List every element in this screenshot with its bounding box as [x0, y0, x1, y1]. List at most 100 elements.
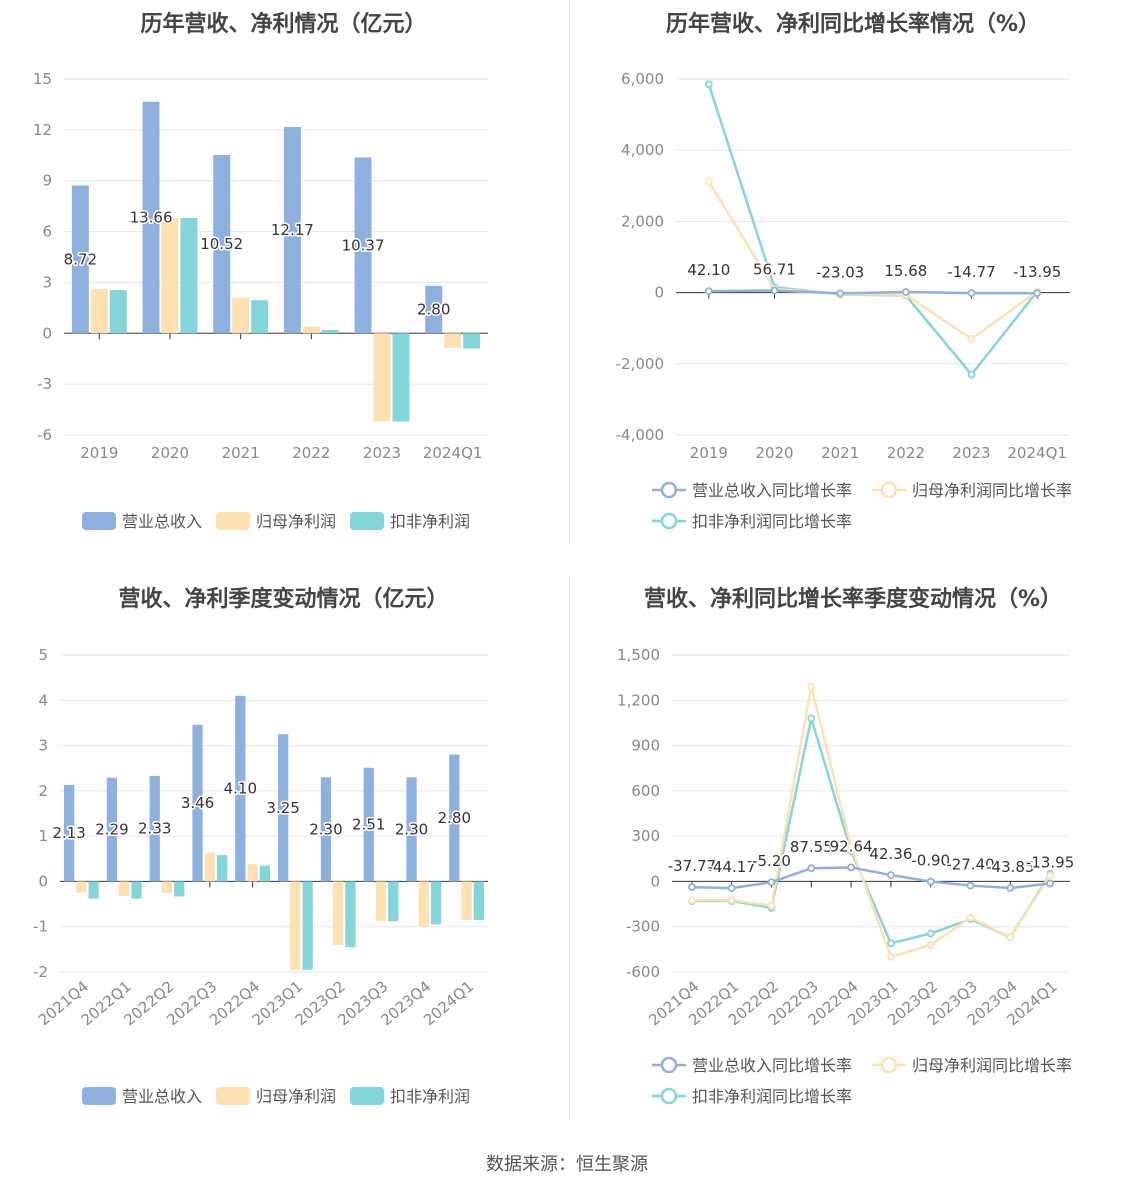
panel-quarterly-growth: 营收、净利同比增长率季度变动情况（%） 1,500 1,200 900 600 300 0…	[572, 575, 1134, 1120]
bar-net_profit	[119, 881, 130, 896]
point-revenue	[727, 884, 736, 892]
bar-deducted_profit	[302, 881, 313, 970]
line-deducted_profit	[691, 718, 1052, 945]
data-label: -0.90	[911, 852, 950, 870]
vertical-divider-bottom	[569, 575, 570, 1120]
point-revenue	[1046, 879, 1055, 888]
bar-revenue	[354, 157, 372, 334]
bar-revenue	[320, 777, 332, 882]
legend-label: 归母净利润同比增长率	[912, 481, 1072, 500]
bar-deducted_profit	[216, 855, 228, 882]
data-label: 2.30	[309, 820, 342, 838]
data-label: 2.13	[52, 824, 85, 842]
point-net_profit	[1046, 871, 1055, 880]
bar-net_profit	[247, 864, 258, 882]
y-tick-label: -3	[37, 375, 52, 393]
point-net_profit	[704, 177, 713, 186]
legend-label: 归母净利润	[256, 1087, 336, 1106]
point-net_profit	[886, 953, 895, 961]
point-net_profit	[727, 896, 736, 905]
y-tick-label: -6	[37, 426, 52, 444]
data-label: 13.66	[130, 209, 173, 227]
bar-net_profit	[161, 218, 179, 334]
bar-net_profit	[161, 881, 173, 893]
bar-net_profit	[232, 297, 250, 334]
data-label: 2.29	[95, 821, 128, 839]
annual-amount-chart: 15 12 9 6 3 0 -3 -6 2019 2020 2021 2022 2023 2024Q1 8.…	[33, 70, 488, 531]
y-tick-label: 600	[631, 782, 660, 800]
data-label: 3.46	[181, 794, 214, 812]
point-net_profit	[688, 896, 696, 905]
y-tick-label: 1,500	[617, 646, 660, 664]
bar-deducted_profit	[388, 881, 399, 922]
data-label: 10.52	[200, 235, 243, 253]
y-tick-label: 4	[38, 691, 48, 709]
data-label: 4.10	[224, 780, 257, 798]
point-deducted_profit	[967, 370, 976, 379]
legend-label: 营业总收入同比增长率	[692, 481, 852, 500]
x-tick-label: 2020	[755, 444, 793, 462]
bar-net_profit	[290, 881, 301, 970]
point-net_profit	[967, 334, 976, 343]
chart-title: 营收、净利季度变动情况（亿元）	[118, 587, 449, 612]
bar-deducted_profit	[88, 881, 99, 899]
bar-revenue	[192, 724, 203, 882]
y-tick-label: -600	[626, 963, 660, 981]
legend-marker-deducted_profit	[660, 1087, 678, 1105]
panel-annual-amount: 历年营收、净利情况（亿元） 15 12 9 6 3 0 -3 -6 2019 2020 2021 20…	[0, 0, 567, 545]
chart-title: 历年营收、净利同比增长率情况（%）	[665, 12, 1041, 37]
y-tick-label: 9	[42, 172, 52, 190]
bar-revenue	[142, 101, 160, 334]
legend-swatch-deducted_profit	[350, 1087, 384, 1105]
point-net_profit	[807, 682, 816, 691]
point-revenue	[807, 864, 816, 873]
x-tick-label: 2021	[821, 444, 859, 462]
bar-revenue	[363, 767, 374, 882]
y-tick-label: -1	[33, 918, 48, 936]
data-label: -43.85	[986, 858, 1034, 876]
point-net_profit	[966, 913, 975, 922]
data-label: 10.37	[342, 236, 385, 254]
bar-revenue	[63, 784, 75, 882]
data-label: -37.77	[668, 857, 716, 875]
y-tick-label: -2	[33, 963, 48, 981]
y-tick-label: 3	[42, 273, 52, 291]
point-net_profit	[926, 940, 935, 949]
annual-growth-chart: 6,000 4,000 2,000 0 -2,000 -4,000 2019 2020 2021…	[616, 70, 1072, 531]
legend-swatch-revenue	[82, 512, 116, 530]
point-revenue	[836, 289, 845, 298]
x-tick-label: 2020	[151, 444, 189, 462]
quarterly-amount-chart: 543210-1-22021Q42022Q12022Q22022Q32022Q4…	[33, 646, 488, 1106]
point-deducted_profit	[704, 80, 713, 89]
data-label: -44.17	[708, 858, 756, 876]
x-tick-label: 2024Q1	[1007, 444, 1067, 462]
data-label: 2.80	[417, 301, 450, 319]
data-label: 56.71	[753, 261, 796, 279]
quarterly-growth-chart: 1,5001,2009006003000-300-6002021Q42022Q1…	[617, 646, 1076, 1106]
legend-marker-revenue	[660, 1056, 678, 1074]
data-label: -13.95	[1026, 854, 1074, 872]
legend-marker-net_profit	[880, 481, 898, 499]
legend-label: 扣非净利润	[390, 512, 470, 531]
bar-net_profit	[373, 333, 391, 422]
bar-net_profit	[204, 852, 215, 882]
point-net_profit	[847, 842, 856, 851]
bar-net_profit	[444, 333, 462, 348]
bar-revenue	[106, 777, 118, 882]
legend-marker-net_profit	[880, 1056, 898, 1074]
legend-label: 营业总收入	[122, 512, 202, 531]
y-tick-label: 0	[42, 324, 52, 342]
bar-deducted_profit	[345, 881, 356, 948]
data-label: 2.51	[352, 816, 385, 834]
y-tick-label: 1,200	[617, 691, 660, 709]
point-revenue	[847, 863, 856, 872]
point-revenue	[770, 286, 779, 295]
data-label: 92.64	[830, 837, 873, 855]
y-tick-label: 300	[631, 827, 660, 845]
y-tick-label: 900	[631, 737, 660, 755]
point-revenue	[901, 288, 910, 296]
y-tick-label: 6,000	[621, 70, 664, 88]
line-deducted_profit	[707, 83, 1039, 377]
point-revenue	[966, 881, 975, 890]
